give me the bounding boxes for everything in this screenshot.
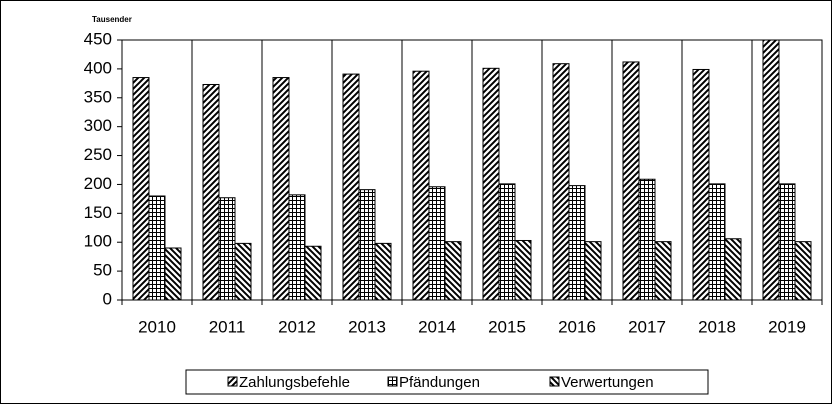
bar (584, 241, 602, 301)
bar (778, 183, 796, 301)
x-tick-label: 2013 (348, 317, 386, 336)
bar (304, 245, 322, 301)
legend-swatch (227, 376, 238, 387)
legend-label: Pfändungen (399, 374, 480, 391)
bar (272, 77, 290, 301)
x-tick-label: 2018 (698, 317, 736, 336)
x-tick-label: 2014 (418, 317, 456, 336)
y-tick-label: 0 (103, 289, 112, 308)
x-tick-label: 2016 (558, 317, 596, 336)
bar (132, 77, 150, 301)
bar (552, 63, 570, 301)
bar (342, 73, 360, 301)
y-tick-label: 450 (84, 29, 112, 48)
bar (724, 238, 742, 301)
bar (428, 186, 446, 301)
bar (218, 197, 236, 301)
bar (164, 247, 182, 301)
x-tick-label: 2015 (488, 317, 526, 336)
y-tick-label: 50 (93, 261, 112, 280)
legend-label: Zahlungsbefehle (239, 374, 350, 391)
legend-label: Verwertungen (561, 374, 654, 391)
bar (482, 67, 500, 301)
bar (762, 39, 780, 301)
y-axis-unit: Tausender (92, 15, 132, 24)
x-tick-label: 2017 (628, 317, 666, 336)
bar (568, 185, 586, 301)
bar (708, 183, 726, 301)
y-tick-label: 100 (84, 232, 112, 251)
bar (202, 83, 220, 301)
bar (654, 241, 672, 301)
bar (622, 61, 640, 301)
bar (412, 70, 430, 301)
y-tick-label: 200 (84, 174, 112, 193)
x-tick-label: 2011 (209, 317, 246, 336)
y-tick-label: 150 (84, 203, 112, 222)
bar (358, 189, 376, 301)
bar (444, 241, 462, 301)
bar (692, 68, 710, 301)
legend: Zahlungsbefehle Pfändungen Verwertungen (185, 369, 709, 395)
bar (148, 195, 166, 301)
legend-swatch (549, 376, 560, 387)
y-tick-label: 400 (84, 58, 112, 77)
bar (498, 183, 516, 301)
legend-box (185, 369, 709, 395)
y-tick-label: 350 (84, 87, 112, 106)
bar (234, 242, 252, 301)
x-tick-label: 2019 (768, 317, 806, 336)
y-tick-label: 250 (84, 145, 112, 164)
bar (638, 178, 656, 301)
bar (288, 194, 306, 301)
bar (514, 239, 532, 301)
bar (374, 242, 392, 301)
y-tick-label: 300 (84, 116, 112, 135)
x-tick-label: 2012 (278, 317, 316, 336)
legend-swatch (387, 376, 398, 387)
x-tick-label: 2010 (138, 317, 176, 336)
bar (794, 241, 812, 301)
